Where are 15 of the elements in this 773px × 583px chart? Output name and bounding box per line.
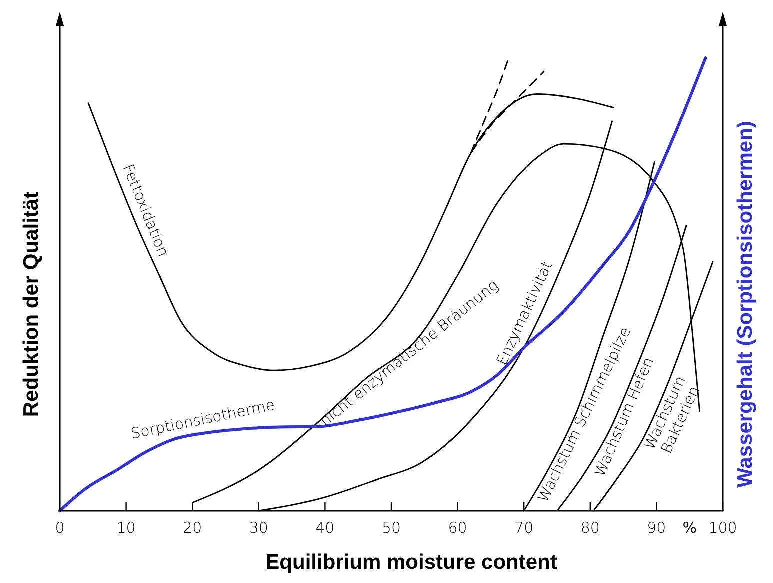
text: % (682, 519, 697, 537)
x-tick-label: 90 (647, 519, 666, 537)
x-tick-label: 40 (316, 519, 335, 537)
x-tick-label: 10 (116, 519, 136, 537)
x-tick-label: 100 (708, 519, 738, 537)
y2-axis-title: Wassergehalt (Sorptionsisothermen) (734, 121, 757, 488)
x-axis-title: Equilibrium moisture content (266, 551, 558, 574)
x-tick-label: 80 (580, 519, 600, 537)
x-tick-label: 0 (55, 519, 65, 537)
x-tick-label: 20 (183, 519, 202, 537)
y-axis-title: Reduktion der Qualität (20, 192, 43, 418)
x-tick-label: 30 (249, 519, 268, 537)
x-tick-label: 50 (382, 519, 402, 537)
x-tick-label: 60 (448, 519, 468, 537)
x-tick-label: 70 (514, 519, 534, 537)
